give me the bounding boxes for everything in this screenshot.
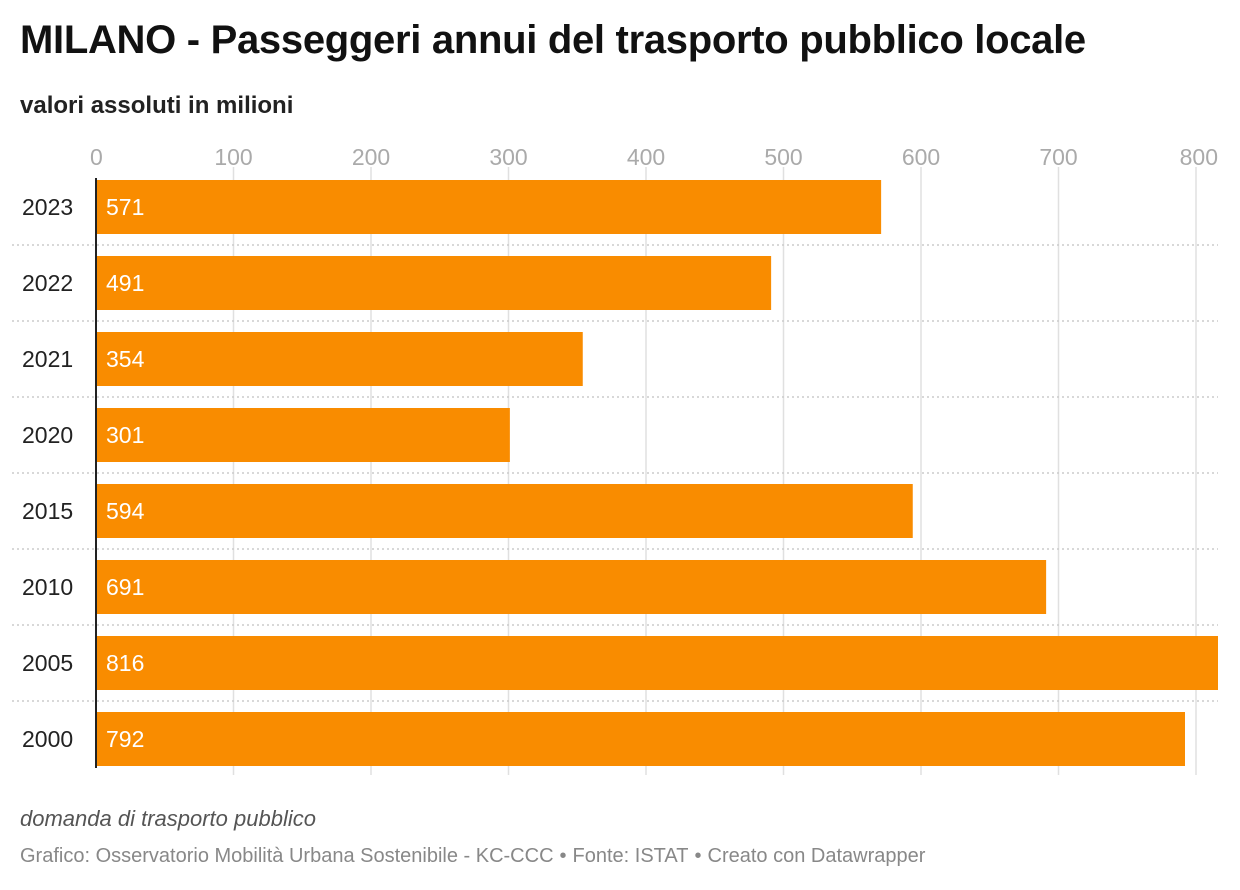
bar-value-label: 301: [106, 422, 144, 448]
chart-description: domanda di trasporto pubblico: [20, 806, 316, 831]
bar-value-label: 594: [106, 498, 145, 524]
tool-credit-link[interactable]: Creato con Datawrapper: [707, 845, 926, 867]
bar-value-label: 816: [106, 650, 144, 676]
bar: [96, 332, 583, 386]
bar: [96, 256, 772, 310]
x-tick-label: 700: [1039, 144, 1077, 170]
y-category-label: 2005: [22, 650, 73, 676]
bar-value-label: 792: [106, 726, 144, 752]
y-category-label: 2015: [22, 498, 73, 524]
x-tick-label: 300: [489, 144, 527, 170]
x-tick-label: 600: [902, 144, 940, 170]
credit-text: Grafico: Osservatorio Mobilità Urbana So…: [20, 845, 554, 867]
bar: [96, 180, 882, 234]
bar-value-label: 691: [106, 574, 144, 600]
x-tick-label: 0: [90, 144, 103, 170]
bar-chart: 0 100 200 300 400 500 600 700 800 2023 571 2022 491 2…: [12, 144, 1218, 775]
x-tick-label: 800: [1180, 144, 1218, 170]
x-tick-label: 100: [214, 144, 252, 170]
bar: [96, 408, 510, 462]
chart-footer: Grafico: Osservatorio Mobilità Urbana So…: [20, 845, 925, 868]
bar: [96, 484, 913, 538]
x-tick-label: 500: [764, 144, 802, 170]
y-category-label: 2020: [22, 422, 73, 448]
bar: [96, 636, 1218, 690]
y-category-label: 2022: [22, 270, 73, 296]
y-category-label: 2000: [22, 726, 73, 752]
y-category-label: 2021: [22, 346, 73, 372]
chart-title: MILANO - Passeggeri annui del trasporto …: [20, 18, 1086, 62]
bar-value-label: 354: [106, 346, 145, 372]
bar-value-label: 571: [106, 194, 144, 220]
y-category-label: 2023: [22, 194, 73, 220]
x-tick-label: 400: [627, 144, 665, 170]
chart-subtitle: valori assoluti in milioni: [20, 92, 294, 119]
bar: [96, 712, 1185, 766]
separator: •: [694, 845, 702, 867]
separator: •: [559, 845, 567, 867]
bar: [96, 560, 1047, 614]
y-category-label: 2010: [22, 574, 73, 600]
x-tick-label: 200: [352, 144, 390, 170]
bar-value-label: 491: [106, 270, 144, 296]
source-text: Fonte: ISTAT: [572, 845, 689, 867]
